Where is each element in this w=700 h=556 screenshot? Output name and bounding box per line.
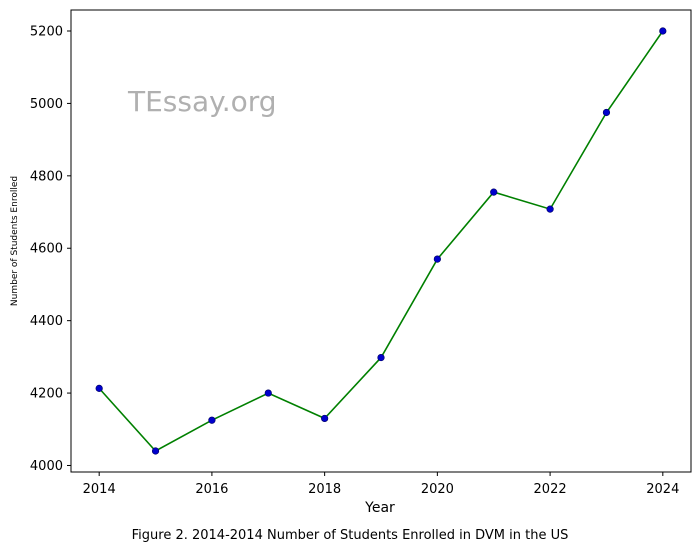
data-point — [264, 389, 272, 397]
x-tick-label: 2014 — [83, 482, 116, 497]
data-point — [546, 205, 554, 213]
data-point — [490, 188, 498, 196]
line-chart: 2014 2016 2018 2020 2022 2024 4000 4200 4400 4600… — [10, 9, 692, 516]
y-tick-label: 4400 — [30, 314, 63, 329]
plot-frame — [70, 9, 692, 473]
y-tick-label: 4000 — [30, 459, 63, 474]
data-point — [433, 255, 441, 263]
axis-ticks: 2014 2016 2018 2020 2022 2024 4000 4200 4400 4600… — [30, 25, 679, 498]
y-tick-label: 5200 — [30, 25, 63, 40]
data-point — [321, 414, 329, 423]
watermark-text: TEssay.org — [127, 85, 277, 118]
x-tick-label: 2020 — [421, 482, 454, 497]
data-point — [95, 384, 103, 392]
y-tick-label: 4600 — [30, 242, 63, 257]
data-point — [151, 447, 160, 455]
x-axis-label: Year — [364, 500, 395, 516]
data-point — [602, 108, 611, 117]
x-tick-label: 2016 — [195, 482, 228, 497]
data-point — [377, 353, 385, 362]
data-point — [659, 27, 667, 35]
data-series — [95, 27, 667, 455]
y-tick-label: 5000 — [30, 97, 63, 112]
y-axis-label: Number of Students Enrolled — [10, 176, 20, 306]
x-tick-label: 2018 — [308, 482, 341, 497]
y-tick-label: 4800 — [30, 169, 63, 184]
x-tick-label: 2022 — [534, 482, 567, 497]
figure-caption: Figure 2. 2014-2014 Number of Students E… — [131, 528, 569, 543]
data-point — [208, 416, 216, 424]
x-tick-label: 2024 — [646, 482, 679, 497]
y-tick-label: 4200 — [30, 387, 63, 402]
